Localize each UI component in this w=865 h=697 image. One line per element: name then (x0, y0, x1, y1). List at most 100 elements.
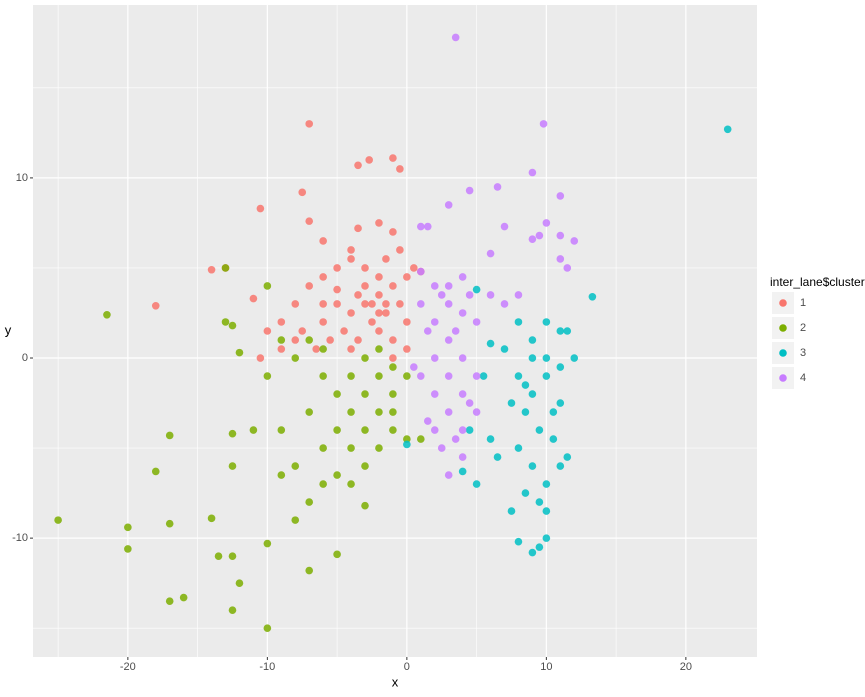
point (319, 318, 327, 326)
point (514, 291, 523, 299)
legend-label: 3 (800, 347, 806, 359)
point (375, 309, 383, 317)
y-axis-title: y (5, 322, 12, 337)
point (319, 444, 327, 452)
point (458, 309, 467, 317)
point (542, 372, 551, 380)
y-tick-label: 10 (16, 172, 28, 184)
point (256, 354, 265, 362)
point (333, 550, 341, 559)
legend-label: 4 (800, 372, 806, 384)
point (486, 435, 495, 443)
point (389, 426, 397, 434)
point (389, 390, 397, 398)
x-tick-label: 0 (404, 661, 410, 673)
legend-title: inter_lane$cluster (770, 275, 865, 289)
point (165, 431, 174, 440)
point (347, 345, 355, 353)
point (542, 219, 551, 227)
point (389, 228, 397, 236)
point (375, 444, 383, 452)
point (354, 336, 362, 344)
point (396, 165, 404, 173)
point (354, 161, 362, 170)
point (375, 327, 383, 335)
point (305, 120, 314, 128)
point (382, 255, 390, 263)
point (354, 224, 362, 233)
point (124, 523, 132, 532)
point (528, 462, 537, 470)
point (151, 301, 160, 310)
point (403, 318, 411, 326)
point (263, 539, 272, 548)
point (528, 354, 537, 362)
point (228, 606, 237, 614)
point (486, 249, 495, 258)
point (305, 566, 314, 575)
legend-symbol (779, 349, 787, 357)
point (312, 345, 320, 353)
point (458, 273, 467, 281)
point (514, 372, 523, 380)
point (444, 201, 453, 209)
point (588, 292, 597, 301)
point (528, 390, 537, 398)
x-tick-label: 20 (680, 661, 692, 673)
point (521, 408, 530, 416)
point (221, 264, 230, 272)
y-tick-label: 0 (22, 352, 28, 364)
point (417, 222, 425, 231)
point (403, 440, 411, 449)
point (539, 120, 548, 128)
point (375, 408, 383, 416)
point (256, 204, 265, 213)
axes: -20 -10 0 10 20 -10 0 10 (12, 172, 692, 673)
point (361, 426, 369, 434)
point (514, 318, 523, 326)
point (423, 327, 432, 335)
point (417, 300, 425, 308)
point (228, 552, 237, 560)
point (556, 363, 565, 371)
point (375, 291, 383, 299)
point (263, 372, 272, 380)
point (458, 354, 467, 362)
point (458, 390, 467, 398)
point (528, 336, 537, 344)
point (535, 426, 544, 434)
point (423, 222, 432, 231)
point (410, 363, 418, 371)
point (319, 300, 327, 308)
point (444, 300, 453, 308)
point (228, 462, 237, 470)
point (319, 273, 327, 281)
point (305, 336, 314, 344)
point (333, 426, 341, 434)
point (361, 354, 369, 362)
point (347, 372, 355, 380)
x-tick-label: -20 (120, 661, 136, 673)
point (291, 516, 300, 524)
point (214, 552, 223, 560)
point (500, 300, 509, 308)
point (556, 327, 565, 335)
point (375, 273, 383, 281)
point (389, 354, 397, 362)
point (291, 462, 300, 470)
point (444, 408, 453, 416)
point (472, 318, 481, 326)
point (430, 390, 439, 398)
point (365, 156, 373, 164)
point (528, 548, 537, 557)
point (235, 348, 244, 357)
point (458, 426, 467, 434)
point (500, 222, 509, 231)
point (396, 246, 404, 254)
point (305, 282, 314, 290)
point (347, 309, 355, 317)
points (54, 33, 732, 632)
point (417, 435, 425, 443)
point (319, 237, 327, 245)
point (417, 267, 425, 276)
